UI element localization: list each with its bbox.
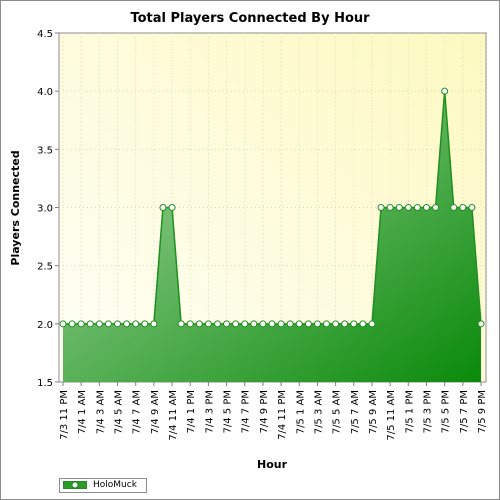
x-tick-label: 7/4 1 AM [77, 390, 88, 434]
y-tick-label: 4.5 [37, 29, 53, 40]
y-axis-title: Players Connected [9, 150, 22, 265]
x-tick-label: 7/5 9 PM [477, 390, 488, 433]
data-point [232, 320, 240, 328]
data-point [123, 320, 131, 328]
data-point [186, 320, 194, 328]
legend-swatch [63, 481, 87, 489]
x-tick-label: 7/3 11 PM [59, 390, 70, 440]
data-point [413, 204, 421, 211]
y-tick-label: 4.0 [37, 87, 53, 98]
x-tick-label: 7/4 11 AM [168, 390, 179, 441]
data-point [395, 204, 403, 211]
x-tick-label: 7/5 1 PM [404, 390, 415, 433]
x-tick-label: 7/4 1 PM [186, 390, 197, 433]
data-point [86, 320, 94, 328]
data-point [114, 320, 122, 328]
data-point [77, 320, 85, 328]
data-point [450, 204, 458, 211]
data-point [432, 204, 440, 211]
data-point [213, 320, 221, 328]
x-tick-label: 7/4 9 PM [259, 390, 270, 433]
x-tick-label: 7/4 9 AM [150, 390, 161, 434]
x-tick-label: 7/5 5 AM [332, 390, 343, 434]
data-point [68, 320, 76, 328]
data-point [377, 204, 385, 211]
data-point [477, 320, 485, 328]
x-axis: 7/3 11 PM 7/4 1 AM 7/4 3 AM 7/4 5 AM 7/4 7 A… [59, 382, 488, 441]
data-point [104, 320, 112, 328]
x-tick-label: 7/4 3 AM [95, 390, 106, 434]
x-tick-label: 7/4 3 PM [204, 390, 215, 433]
x-tick-label: 7/5 9 AM [368, 390, 379, 434]
data-point [195, 320, 203, 328]
data-point [341, 320, 349, 328]
data-point [286, 320, 294, 328]
data-point [304, 320, 312, 328]
data-point [141, 320, 149, 328]
data-point [177, 320, 185, 328]
data-point [132, 320, 140, 328]
x-tick-label: 7/4 11 PM [277, 390, 288, 440]
y-axis: 1.5 2.0 2.5 3.0 3.5 4.0 4.5 [37, 29, 59, 389]
data-point [250, 320, 258, 328]
x-tick-label: 7/5 5 PM [441, 390, 452, 433]
data-point [441, 87, 449, 95]
data-point [223, 320, 231, 328]
data-point [241, 320, 249, 328]
x-axis-title: Hour [257, 458, 288, 471]
data-point [268, 320, 276, 328]
data-point [204, 320, 212, 328]
x-tick-label: 7/4 5 PM [223, 390, 234, 433]
data-point [332, 320, 340, 328]
data-point [468, 204, 476, 211]
data-point [313, 320, 321, 328]
data-point [295, 320, 303, 328]
y-tick-label: 2.5 [37, 262, 53, 273]
data-point [277, 320, 285, 328]
x-tick-label: 7/5 1 AM [295, 390, 306, 434]
data-point [350, 320, 358, 328]
data-point [359, 320, 367, 328]
x-tick-label: 7/5 7 AM [350, 390, 361, 434]
x-tick-label: 7/4 7 PM [241, 390, 252, 433]
data-point [368, 320, 376, 328]
chart-title: Total Players Connected By Hour [130, 11, 370, 26]
data-point [404, 204, 412, 211]
x-tick-label: 7/5 3 AM [313, 390, 324, 434]
data-point [422, 204, 430, 211]
data-point [150, 320, 158, 328]
data-point [59, 320, 67, 328]
data-point [323, 320, 331, 328]
data-point [386, 204, 394, 211]
y-tick-label: 3.0 [37, 204, 53, 215]
data-point [95, 320, 103, 328]
series-area [63, 91, 481, 383]
y-tick-label: 3.5 [37, 145, 53, 156]
x-tick-label: 7/5 3 PM [422, 390, 433, 433]
area-layer [59, 87, 485, 383]
x-tick-label: 7/5 7 PM [459, 390, 470, 433]
y-tick-label: 2.0 [37, 320, 53, 331]
x-tick-label: 7/4 5 AM [114, 390, 125, 434]
legend: HoloMuck [59, 478, 147, 493]
y-tick-label: 1.5 [37, 378, 53, 389]
legend-label: HoloMuck [93, 480, 137, 490]
x-tick-label: 7/5 11 AM [386, 390, 397, 441]
data-point [168, 204, 176, 211]
data-point [159, 204, 167, 211]
data-point [259, 320, 267, 328]
data-point [459, 204, 467, 211]
x-tick-label: 7/4 7 AM [132, 390, 143, 434]
